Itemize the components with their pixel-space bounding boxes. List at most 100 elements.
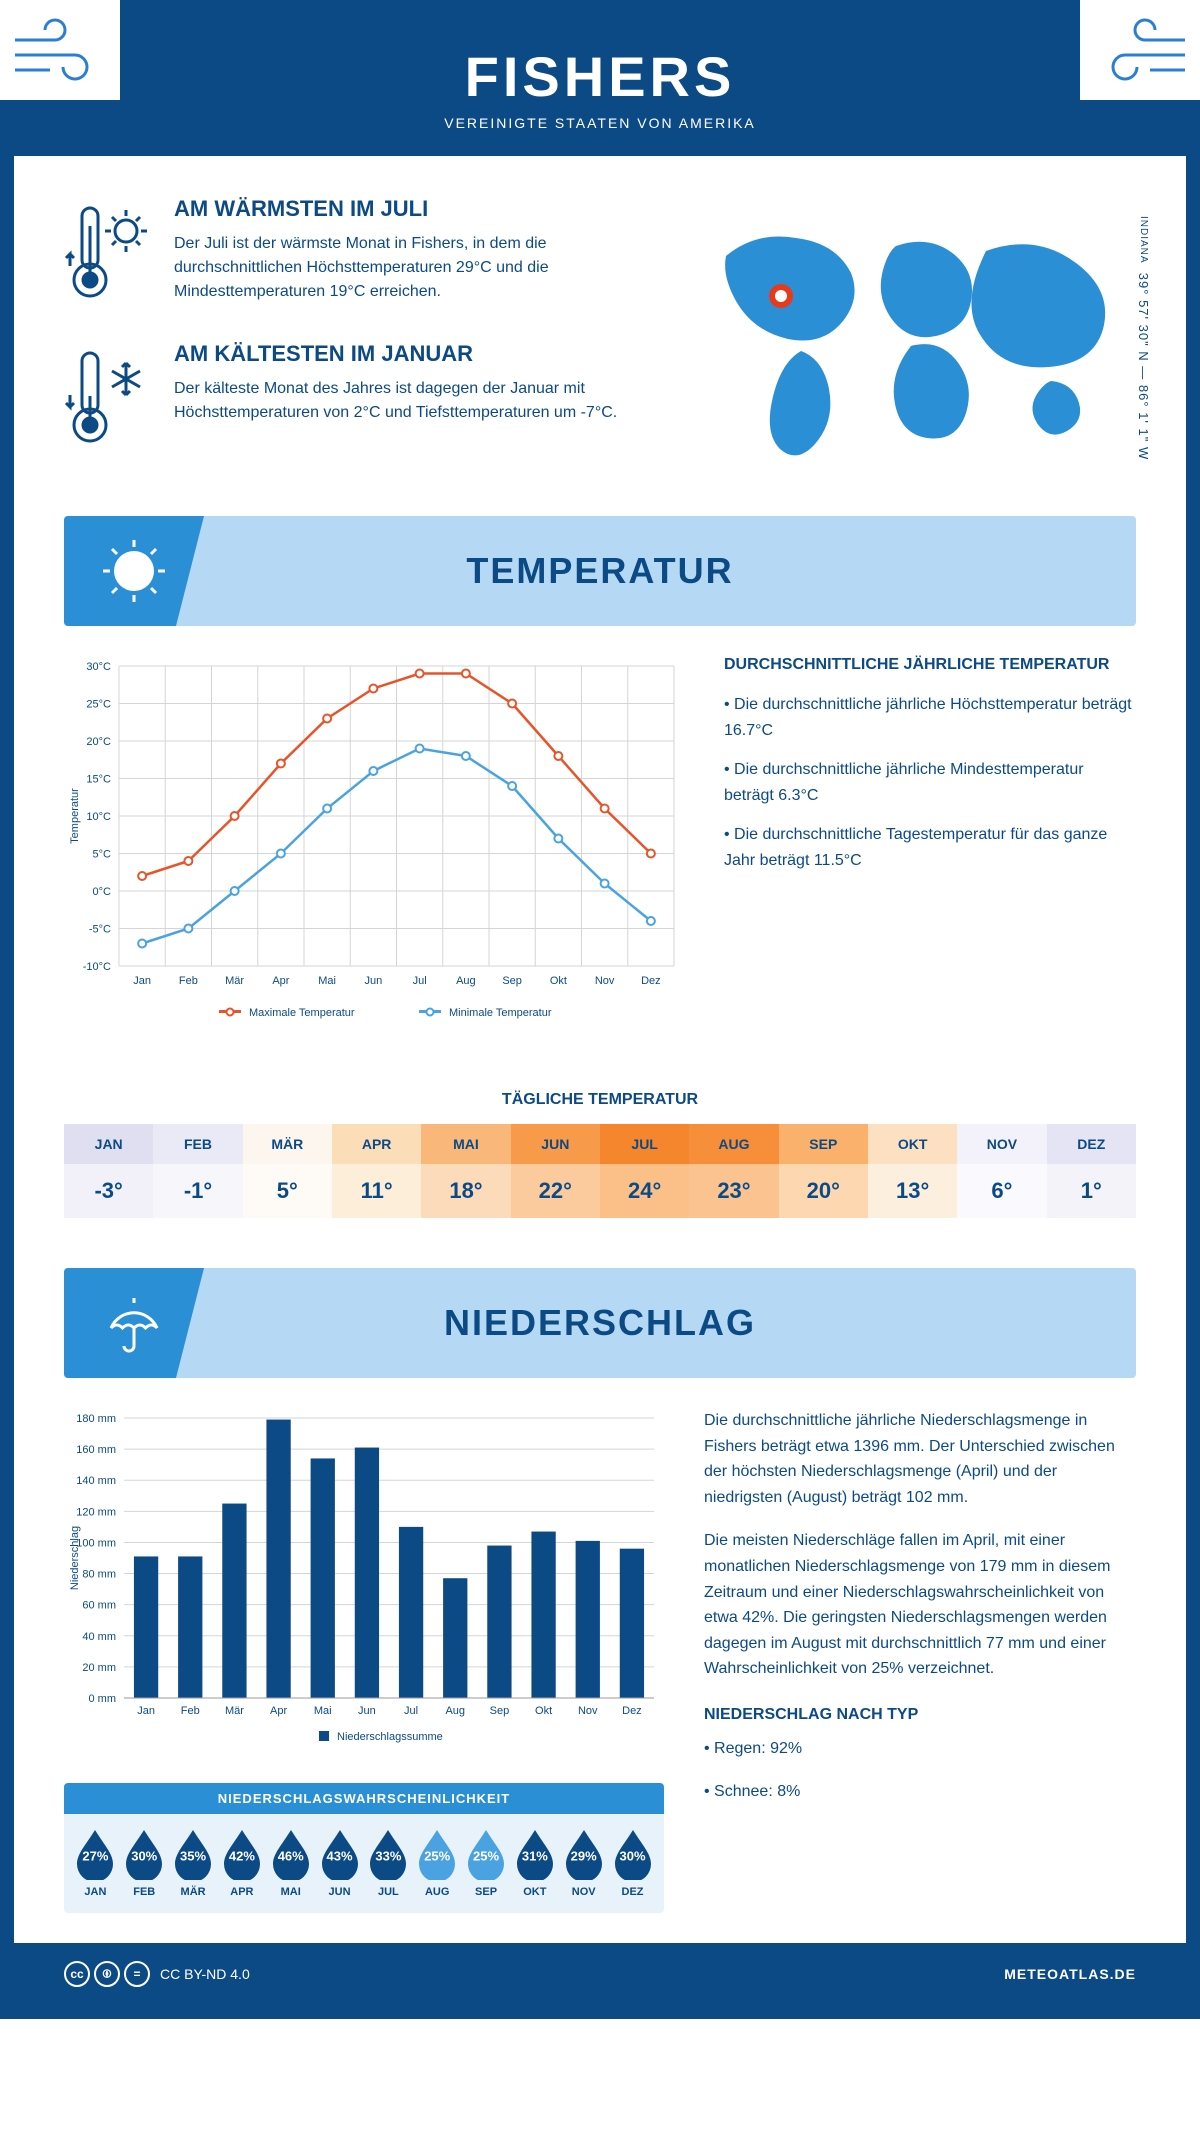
prob-item: 35%MÄR: [170, 1826, 217, 1898]
svg-text:140 mm: 140 mm: [76, 1475, 116, 1487]
svg-text:80 mm: 80 mm: [82, 1569, 116, 1581]
svg-text:20 mm: 20 mm: [82, 1662, 116, 1674]
svg-text:Okt: Okt: [535, 1705, 552, 1717]
svg-text:Jan: Jan: [133, 975, 151, 987]
svg-text:Sep: Sep: [502, 975, 522, 987]
svg-text:15°C: 15°C: [86, 774, 111, 786]
svg-text:40 mm: 40 mm: [82, 1631, 116, 1643]
warmest-title: AM WÄRMSTEN IM JULI: [174, 196, 646, 222]
license-text: CC BY-ND 4.0: [160, 1966, 250, 1982]
svg-text:Apr: Apr: [270, 1705, 287, 1717]
precipitation-probability-box: NIEDERSCHLAGSWAHRSCHEINLICHKEIT 27%JAN30…: [64, 1783, 664, 1913]
prob-item: 27%JAN: [72, 1826, 119, 1898]
page-subtitle: VEREINIGTE STAATEN VON AMERIKA: [134, 115, 1066, 131]
coldest-title: AM KÄLTESTEN IM JANUAR: [174, 341, 646, 367]
header: FISHERS VEREINIGTE STAATEN VON AMERIKA: [14, 14, 1186, 156]
svg-text:100 mm: 100 mm: [76, 1537, 116, 1549]
daily-temp-table: JAN-3°FEB-1°MÄR5°APR11°MAI18°JUN22°JUL24…: [64, 1124, 1136, 1218]
svg-text:20°C: 20°C: [86, 736, 111, 748]
world-map: INDIANA 39° 57' 30" N — 86° 1' 1" W: [686, 196, 1136, 486]
svg-text:-10°C: -10°C: [83, 961, 111, 973]
wind-icon: [1080, 0, 1200, 100]
svg-text:Dez: Dez: [641, 975, 661, 987]
svg-text:Mär: Mär: [225, 1705, 244, 1717]
svg-text:Feb: Feb: [181, 1705, 200, 1717]
precip-paragraph: Die durchschnittliche jährliche Niedersc…: [704, 1408, 1136, 1510]
svg-text:Jun: Jun: [365, 975, 383, 987]
daily-cell: JAN-3°: [64, 1124, 153, 1218]
sun-icon: [64, 516, 204, 626]
temp-bullet: • Die durchschnittliche jährliche Mindes…: [724, 757, 1136, 808]
precip-type-item: • Regen: 92%: [704, 1736, 1136, 1762]
svg-text:Niederschlag: Niederschlag: [69, 1526, 81, 1590]
svg-text:Dez: Dez: [622, 1705, 642, 1717]
svg-text:180 mm: 180 mm: [76, 1413, 116, 1425]
prob-item: 25%AUG: [414, 1826, 461, 1898]
prob-item: 33%JUL: [365, 1826, 412, 1898]
warmest-fact: AM WÄRMSTEN IM JULI Der Juli ist der wär…: [64, 196, 646, 311]
svg-text:Mär: Mär: [225, 975, 244, 987]
daily-cell: MAI18°: [421, 1124, 510, 1218]
daily-cell: SEP20°: [779, 1124, 868, 1218]
prob-item: 29%NOV: [560, 1826, 607, 1898]
svg-text:Temperatur: Temperatur: [69, 788, 81, 844]
coldest-text: Der kälteste Monat des Jahres ist dagege…: [174, 377, 646, 425]
svg-text:Minimale Temperatur: Minimale Temperatur: [449, 1007, 552, 1019]
thermometer-sun-icon: [64, 196, 154, 311]
daily-temp-title: TÄGLICHE TEMPERATUR: [14, 1091, 1186, 1109]
daily-cell: DEZ1°: [1047, 1124, 1136, 1218]
temp-bullet: • Die durchschnittliche Tagestemperatur …: [724, 822, 1136, 873]
precipitation-bar-chart: 0 mm 20 mm 40 mm 60 mm 80 mm 100 mm 120 mm 140 …: [64, 1408, 664, 1763]
cc-icons: cc🅯=: [64, 1961, 150, 1987]
svg-text:0°C: 0°C: [93, 886, 112, 898]
svg-text:Mai: Mai: [318, 975, 336, 987]
precip-type-heading: NIEDERSCHLAG NACH TYP: [704, 1702, 1136, 1728]
svg-text:Jul: Jul: [404, 1705, 418, 1717]
svg-text:30°C: 30°C: [86, 661, 111, 673]
svg-text:10°C: 10°C: [86, 811, 111, 823]
svg-text:120 mm: 120 mm: [76, 1506, 116, 1518]
svg-text:5°C: 5°C: [93, 849, 112, 861]
svg-text:Apr: Apr: [272, 975, 289, 987]
svg-text:Aug: Aug: [456, 975, 476, 987]
svg-text:Jan: Jan: [137, 1705, 155, 1717]
svg-text:Nov: Nov: [578, 1705, 598, 1717]
svg-text:Jul: Jul: [413, 975, 427, 987]
svg-text:Maximale Temperatur: Maximale Temperatur: [249, 1007, 355, 1019]
prob-item: 43%JUN: [316, 1826, 363, 1898]
coldest-fact: AM KÄLTESTEN IM JANUAR Der kälteste Mona…: [64, 341, 646, 456]
precip-paragraph: Die meisten Niederschläge fallen im Apri…: [704, 1528, 1136, 1682]
temperature-section-header: TEMPERATUR: [64, 516, 1136, 626]
svg-text:Jun: Jun: [358, 1705, 376, 1717]
coordinates: INDIANA 39° 57' 30" N — 86° 1' 1" W: [1136, 216, 1151, 460]
daily-cell: JUN22°: [511, 1124, 600, 1218]
thermometer-snow-icon: [64, 341, 154, 456]
daily-cell: MÄR5°: [243, 1124, 332, 1218]
prob-item: 30%DEZ: [609, 1826, 656, 1898]
prob-item: 30%FEB: [121, 1826, 168, 1898]
precip-type-item: • Schnee: 8%: [704, 1779, 1136, 1805]
prob-item: 31%OKT: [511, 1826, 558, 1898]
footer: cc🅯= CC BY-ND 4.0 METEOATLAS.DE: [14, 1943, 1186, 2005]
temp-bullet: • Die durchschnittliche jährliche Höchst…: [724, 692, 1136, 743]
wind-icon: [0, 0, 120, 100]
daily-cell: OKT13°: [868, 1124, 957, 1218]
daily-cell: FEB-1°: [153, 1124, 242, 1218]
precipitation-section-header: NIEDERSCHLAG: [64, 1268, 1136, 1378]
svg-text:Feb: Feb: [179, 975, 198, 987]
page-title: FISHERS: [134, 44, 1066, 109]
prob-item: 42%APR: [218, 1826, 265, 1898]
daily-cell: APR11°: [332, 1124, 421, 1218]
temp-text-heading: DURCHSCHNITTLICHE JÄHRLICHE TEMPERATUR: [724, 656, 1136, 674]
warmest-text: Der Juli ist der wärmste Monat in Fisher…: [174, 232, 646, 304]
brand: METEOATLAS.DE: [1004, 1966, 1136, 1982]
svg-text:Sep: Sep: [490, 1705, 510, 1717]
prob-item: 46%MAI: [267, 1826, 314, 1898]
svg-text:Mai: Mai: [314, 1705, 332, 1717]
daily-cell: NOV6°: [957, 1124, 1046, 1218]
svg-text:160 mm: 160 mm: [76, 1444, 116, 1456]
svg-text:Aug: Aug: [445, 1705, 465, 1717]
svg-text:Niederschlagssumme: Niederschlagssumme: [337, 1731, 443, 1743]
svg-text:60 mm: 60 mm: [82, 1600, 116, 1612]
svg-text:0 mm: 0 mm: [89, 1693, 117, 1705]
